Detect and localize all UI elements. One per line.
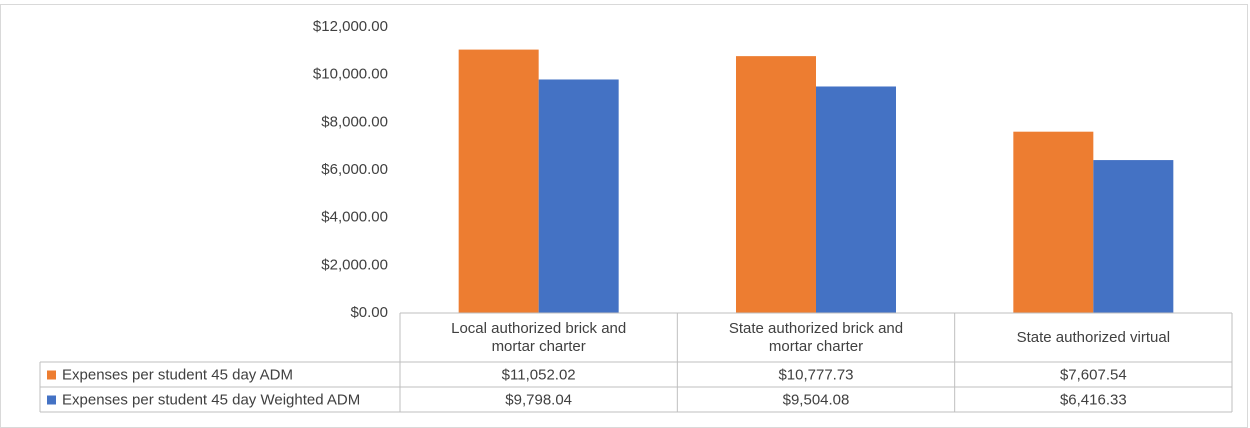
legend-key (47, 370, 56, 380)
y-tick-label: $4,000.00 (321, 209, 388, 226)
legend-label: Expenses per student 45 day ADM (62, 366, 293, 383)
x-tick-label: State authorized brick and mortar charte… (728, 319, 904, 355)
y-tick-label: $10,000.00 (313, 66, 388, 83)
table-value: $9,504.08 (783, 391, 850, 408)
legend-label: Expenses per student 45 day Weighted ADM (62, 391, 360, 408)
category-cell: State authorized brick and mortar charte… (728, 319, 904, 355)
table-value: $6,416.33 (1060, 391, 1127, 408)
y-tick-label: $6,000.00 (321, 161, 388, 178)
x-tick-label: State authorized virtual (1016, 328, 1171, 346)
bar (538, 79, 619, 314)
y-tick-label: $0.00 (350, 304, 388, 321)
x-tick-label: Local authorized brick and mortar charte… (451, 319, 627, 355)
table-value: $7,607.54 (1060, 366, 1127, 383)
bar (1093, 160, 1174, 313)
table-value: $11,052.02 (502, 366, 576, 383)
y-tick-label: $2,000.00 (321, 256, 388, 273)
y-tick-label: $8,000.00 (321, 113, 388, 130)
bar (458, 49, 539, 313)
y-tick-label: $12,000.00 (313, 18, 388, 35)
table-value: $10,777.73 (778, 366, 853, 383)
table-value: $9,798.04 (505, 391, 572, 408)
bar (816, 86, 896, 314)
legend-key (47, 395, 56, 405)
bar (1013, 131, 1094, 313)
bar (736, 56, 816, 313)
category-cell: State authorized virtual (1016, 328, 1171, 346)
category-cell: Local authorized brick and mortar charte… (451, 319, 627, 355)
